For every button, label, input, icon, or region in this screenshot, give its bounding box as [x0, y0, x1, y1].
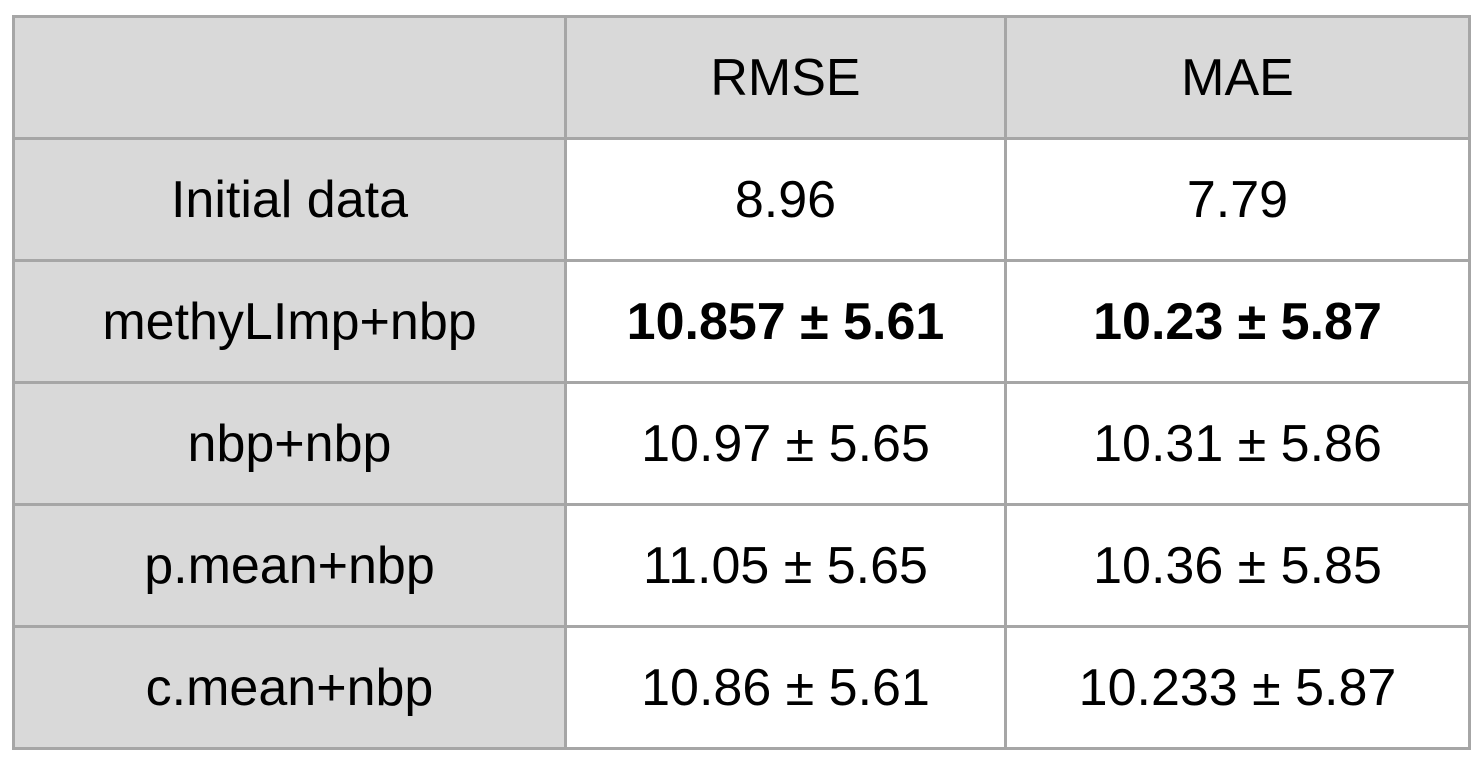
row-label: methyLImp+nbp	[12, 259, 567, 384]
rmse-value: 8.96	[564, 137, 1007, 262]
mae-value: 10.23 ± 5.87	[1004, 259, 1471, 384]
results-table: RMSE MAE Initial data 8.96 7.79 methyLIm…	[12, 15, 1471, 750]
mae-value: 10.233 ± 5.87	[1004, 625, 1471, 750]
table-row: p.mean+nbp 11.05 ± 5.65 10.36 ± 5.85	[12, 503, 1471, 628]
table-row: methyLImp+nbp 10.857 ± 5.61 10.23 ± 5.87	[12, 259, 1471, 384]
mae-header: MAE	[1004, 15, 1471, 140]
table-row: c.mean+nbp 10.86 ± 5.61 10.233 ± 5.87	[12, 625, 1471, 750]
header-row: RMSE MAE	[12, 15, 1471, 140]
rmse-value: 10.857 ± 5.61	[564, 259, 1007, 384]
rmse-value: 10.86 ± 5.61	[564, 625, 1007, 750]
row-label: Initial data	[12, 137, 567, 262]
table-row: Initial data 8.96 7.79	[12, 137, 1471, 262]
rmse-value: 11.05 ± 5.65	[564, 503, 1007, 628]
rmse-header: RMSE	[564, 15, 1007, 140]
row-label: nbp+nbp	[12, 381, 567, 506]
rmse-value: 10.97 ± 5.65	[564, 381, 1007, 506]
row-label: c.mean+nbp	[12, 625, 567, 750]
mae-value: 7.79	[1004, 137, 1471, 262]
row-label: p.mean+nbp	[12, 503, 567, 628]
table-row: nbp+nbp 10.97 ± 5.65 10.31 ± 5.86	[12, 381, 1471, 506]
mae-value: 10.36 ± 5.85	[1004, 503, 1471, 628]
corner-header-cell	[12, 15, 567, 140]
mae-value: 10.31 ± 5.86	[1004, 381, 1471, 506]
